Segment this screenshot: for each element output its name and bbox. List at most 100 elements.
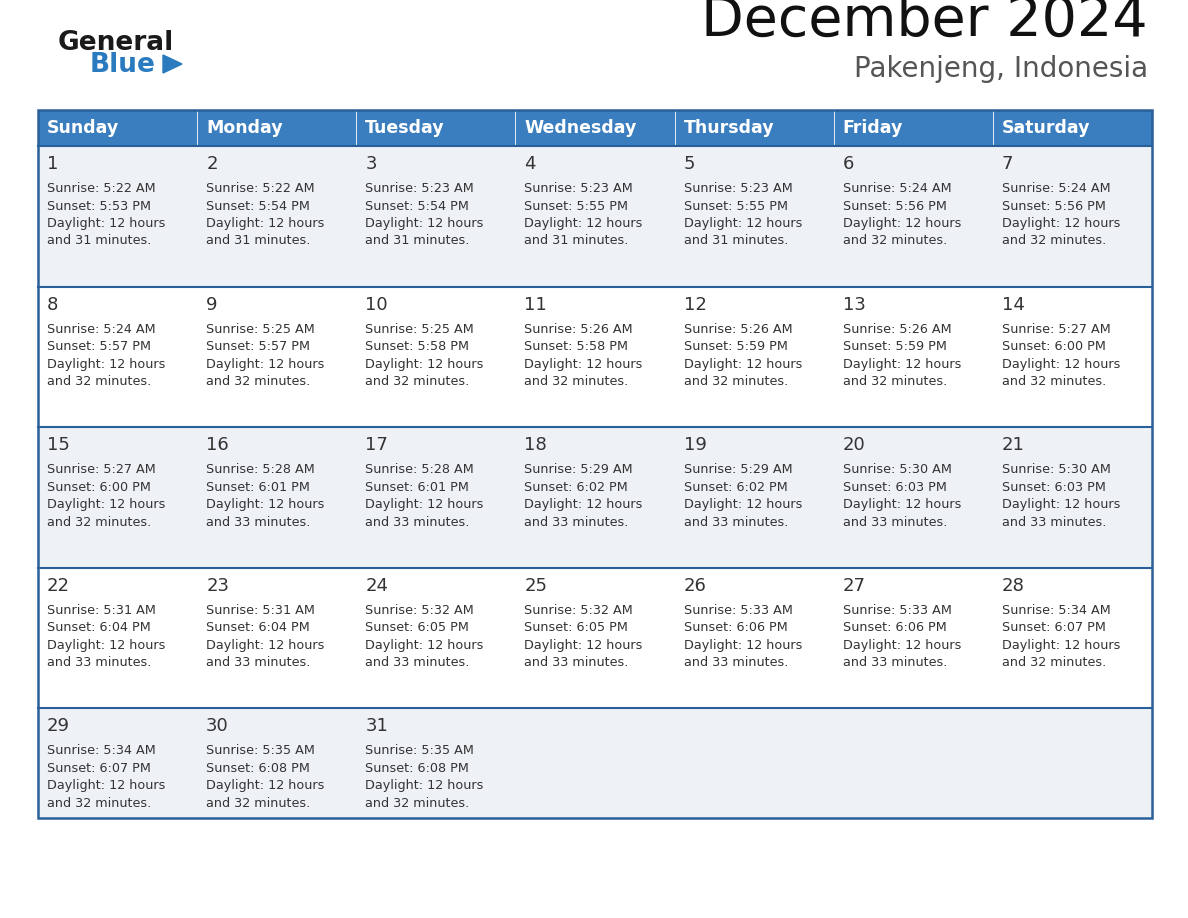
Text: 25: 25 [524, 577, 548, 595]
Text: 17: 17 [365, 436, 388, 454]
Text: Sunrise: 5:23 AM: Sunrise: 5:23 AM [524, 182, 633, 195]
Text: Sunset: 6:06 PM: Sunset: 6:06 PM [683, 621, 788, 634]
Text: Daylight: 12 hours: Daylight: 12 hours [842, 217, 961, 230]
Text: 28: 28 [1001, 577, 1025, 595]
Text: and 32 minutes.: and 32 minutes. [1001, 656, 1106, 669]
Bar [993, 146, 1152, 286]
Bar [993, 110, 1152, 146]
Bar [356, 427, 516, 567]
Bar [356, 567, 516, 709]
Text: Sunrise: 5:29 AM: Sunrise: 5:29 AM [683, 464, 792, 476]
Text: Sunset: 6:06 PM: Sunset: 6:06 PM [842, 621, 947, 634]
Text: Sunrise: 5:23 AM: Sunrise: 5:23 AM [365, 182, 474, 195]
Text: Sunrise: 5:35 AM: Sunrise: 5:35 AM [365, 744, 474, 757]
Text: 9: 9 [207, 296, 217, 314]
Text: Sunset: 6:01 PM: Sunset: 6:01 PM [365, 481, 469, 494]
Text: Sunrise: 5:32 AM: Sunrise: 5:32 AM [524, 604, 633, 617]
Text: Daylight: 12 hours: Daylight: 12 hours [683, 498, 802, 511]
Bar [516, 427, 675, 567]
Text: Sunrise: 5:26 AM: Sunrise: 5:26 AM [683, 322, 792, 336]
Bar [38, 286, 197, 427]
Text: Daylight: 12 hours: Daylight: 12 hours [48, 217, 165, 230]
Text: Sunset: 5:57 PM: Sunset: 5:57 PM [48, 340, 151, 353]
Text: Daylight: 12 hours: Daylight: 12 hours [842, 639, 961, 652]
Bar [834, 286, 993, 427]
Text: Sunset: 5:59 PM: Sunset: 5:59 PM [842, 340, 947, 353]
Text: and 33 minutes.: and 33 minutes. [842, 656, 947, 669]
Text: Sunrise: 5:31 AM: Sunrise: 5:31 AM [48, 604, 156, 617]
Text: Sunset: 5:58 PM: Sunset: 5:58 PM [365, 340, 469, 353]
Text: and 31 minutes.: and 31 minutes. [48, 234, 151, 248]
Text: Sunrise: 5:25 AM: Sunrise: 5:25 AM [207, 322, 315, 336]
Bar [675, 709, 834, 818]
Text: Sunrise: 5:33 AM: Sunrise: 5:33 AM [683, 604, 792, 617]
Text: Daylight: 12 hours: Daylight: 12 hours [683, 217, 802, 230]
Text: Daylight: 12 hours: Daylight: 12 hours [365, 779, 484, 792]
Bar [993, 567, 1152, 709]
Text: and 32 minutes.: and 32 minutes. [365, 797, 469, 810]
Text: and 32 minutes.: and 32 minutes. [365, 375, 469, 388]
Text: Sunset: 6:02 PM: Sunset: 6:02 PM [683, 481, 788, 494]
Bar [356, 286, 516, 427]
Bar [675, 286, 834, 427]
Text: 27: 27 [842, 577, 866, 595]
Text: Sunrise: 5:25 AM: Sunrise: 5:25 AM [365, 322, 474, 336]
Text: 1: 1 [48, 155, 58, 173]
Text: Daylight: 12 hours: Daylight: 12 hours [48, 358, 165, 371]
Text: Daylight: 12 hours: Daylight: 12 hours [1001, 639, 1120, 652]
Text: 30: 30 [207, 717, 229, 735]
Text: Sunrise: 5:29 AM: Sunrise: 5:29 AM [524, 464, 633, 476]
Text: 24: 24 [365, 577, 388, 595]
Bar [516, 286, 675, 427]
Text: and 33 minutes.: and 33 minutes. [524, 656, 628, 669]
Text: and 32 minutes.: and 32 minutes. [207, 375, 310, 388]
Text: 19: 19 [683, 436, 707, 454]
Text: and 32 minutes.: and 32 minutes. [1001, 234, 1106, 248]
Text: Saturday: Saturday [1001, 119, 1091, 137]
Text: Sunset: 6:05 PM: Sunset: 6:05 PM [524, 621, 628, 634]
Text: Daylight: 12 hours: Daylight: 12 hours [48, 779, 165, 792]
Bar [834, 567, 993, 709]
Text: and 31 minutes.: and 31 minutes. [683, 234, 788, 248]
Bar [516, 146, 675, 286]
Text: and 31 minutes.: and 31 minutes. [365, 234, 469, 248]
Text: Sunrise: 5:32 AM: Sunrise: 5:32 AM [365, 604, 474, 617]
Bar [993, 427, 1152, 567]
Text: and 32 minutes.: and 32 minutes. [48, 516, 151, 529]
Text: Sunrise: 5:26 AM: Sunrise: 5:26 AM [524, 322, 633, 336]
Text: 4: 4 [524, 155, 536, 173]
Text: 10: 10 [365, 296, 388, 314]
Text: and 33 minutes.: and 33 minutes. [524, 516, 628, 529]
Text: Daylight: 12 hours: Daylight: 12 hours [842, 358, 961, 371]
Text: Sunset: 6:02 PM: Sunset: 6:02 PM [524, 481, 628, 494]
Text: and 32 minutes.: and 32 minutes. [683, 375, 788, 388]
Text: and 33 minutes.: and 33 minutes. [365, 656, 469, 669]
Text: Blue: Blue [90, 52, 156, 78]
Text: and 32 minutes.: and 32 minutes. [842, 234, 947, 248]
Bar [197, 146, 356, 286]
Text: and 33 minutes.: and 33 minutes. [842, 516, 947, 529]
Text: 6: 6 [842, 155, 854, 173]
Text: Daylight: 12 hours: Daylight: 12 hours [524, 358, 643, 371]
Text: Daylight: 12 hours: Daylight: 12 hours [365, 498, 484, 511]
Text: Sunset: 6:08 PM: Sunset: 6:08 PM [365, 762, 469, 775]
Text: Daylight: 12 hours: Daylight: 12 hours [683, 358, 802, 371]
Text: Sunset: 5:54 PM: Sunset: 5:54 PM [365, 199, 469, 212]
Bar [834, 110, 993, 146]
Text: Sunset: 6:08 PM: Sunset: 6:08 PM [207, 762, 310, 775]
Text: and 33 minutes.: and 33 minutes. [1001, 516, 1106, 529]
Text: 20: 20 [842, 436, 866, 454]
Text: and 33 minutes.: and 33 minutes. [207, 516, 310, 529]
Text: and 32 minutes.: and 32 minutes. [524, 375, 628, 388]
Bar [675, 567, 834, 709]
Bar [197, 427, 356, 567]
Bar [993, 286, 1152, 427]
Text: General: General [58, 30, 175, 56]
Text: Daylight: 12 hours: Daylight: 12 hours [1001, 498, 1120, 511]
Text: Sunrise: 5:22 AM: Sunrise: 5:22 AM [207, 182, 315, 195]
Text: Daylight: 12 hours: Daylight: 12 hours [524, 639, 643, 652]
Text: 22: 22 [48, 577, 70, 595]
Text: Sunrise: 5:22 AM: Sunrise: 5:22 AM [48, 182, 156, 195]
Bar [834, 709, 993, 818]
Text: and 33 minutes.: and 33 minutes. [683, 656, 788, 669]
